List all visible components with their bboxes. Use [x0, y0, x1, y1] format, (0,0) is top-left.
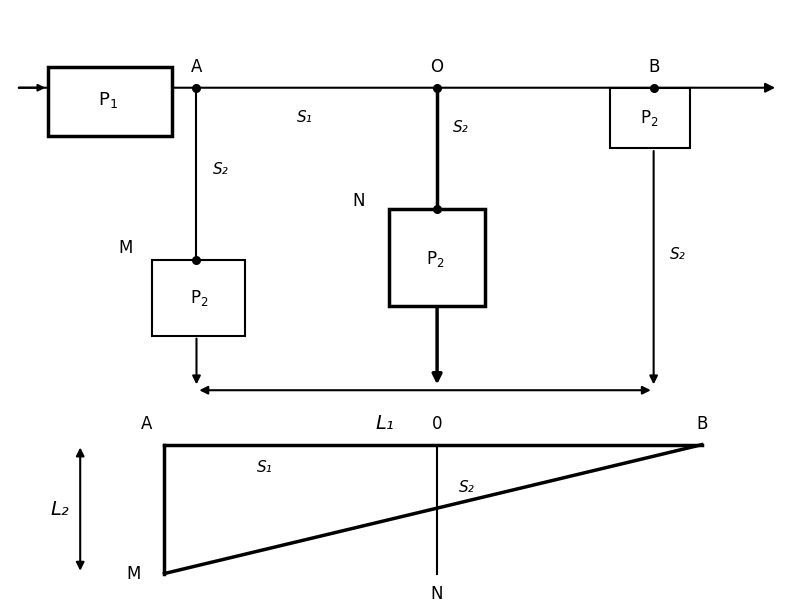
Text: S₂: S₂	[670, 247, 686, 261]
Text: A: A	[141, 414, 152, 433]
Bar	[152, 260, 245, 336]
Text: P$_1$: P$_1$	[99, 90, 118, 111]
Text: L₂: L₂	[51, 500, 70, 519]
Text: B: B	[696, 414, 707, 433]
Text: N: N	[352, 192, 365, 210]
Text: S₁: S₁	[257, 460, 273, 474]
Bar	[48, 67, 172, 136]
Text: N: N	[431, 585, 444, 603]
Text: M: M	[118, 239, 132, 257]
Text: S₁: S₁	[297, 111, 313, 125]
Text: O: O	[431, 57, 444, 76]
Text: M: M	[126, 564, 140, 583]
Text: P$_2$: P$_2$	[640, 108, 659, 128]
Text: 0: 0	[431, 414, 443, 433]
Text: S₂: S₂	[213, 162, 229, 177]
Text: S₂: S₂	[453, 120, 469, 134]
Text: P$_2$: P$_2$	[426, 249, 445, 269]
Bar	[610, 88, 690, 148]
Text: S₂: S₂	[459, 480, 475, 494]
Text: B: B	[648, 57, 659, 76]
Text: P$_2$: P$_2$	[189, 288, 209, 309]
Text: A: A	[191, 57, 202, 76]
Bar	[389, 209, 485, 306]
Text: L₁: L₁	[375, 414, 395, 433]
